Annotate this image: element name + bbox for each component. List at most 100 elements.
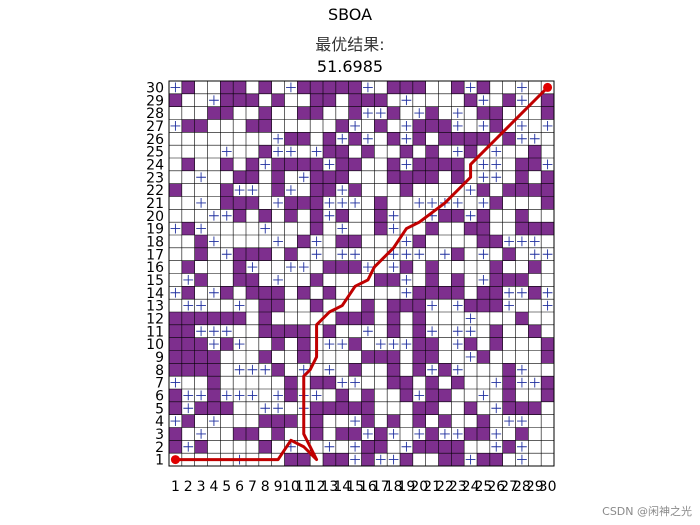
obstacle-cell [464, 401, 477, 415]
obstacle-cell [258, 119, 272, 133]
obstacle-cell [233, 273, 246, 287]
plus-marker [196, 300, 206, 311]
obstacle-cell [412, 119, 426, 133]
y-tick-label: 8 [155, 363, 164, 379]
plus-marker [247, 185, 258, 195]
obstacle-cell [400, 453, 413, 466]
x-tick-label: 15 [346, 479, 364, 495]
plus-marker [504, 236, 514, 247]
obstacle-cell [335, 453, 349, 466]
obstacle-cell [181, 414, 195, 428]
obstacle-cell [194, 312, 208, 325]
plus-marker [273, 146, 283, 157]
obstacle-cell [310, 376, 323, 389]
obstacle-cell [400, 260, 413, 274]
obstacle-cell [284, 389, 298, 402]
obstacle-cell [297, 196, 311, 210]
obstacle-cell [451, 286, 465, 300]
obstacle-cell [387, 324, 400, 338]
obstacle-cell [528, 158, 542, 171]
obstacle-cell [451, 81, 465, 94]
obstacle-cell [361, 401, 375, 415]
plus-marker [260, 223, 271, 234]
obstacle-cell [258, 350, 272, 364]
plus-marker [504, 416, 514, 426]
obstacle-cell [271, 414, 285, 428]
plus-marker [529, 133, 540, 144]
plus-marker [542, 159, 553, 170]
plus-marker [286, 185, 296, 195]
plus-marker [465, 185, 476, 195]
obstacle-cell [489, 119, 503, 133]
obstacle-cell [246, 247, 259, 261]
obstacle-cell [348, 427, 362, 441]
end-marker [543, 82, 553, 92]
obstacle-cell [323, 132, 336, 146]
obstacle-cell [348, 337, 362, 351]
obstacle-cell [181, 286, 195, 300]
plus-marker [196, 429, 206, 439]
obstacle-cell [438, 363, 452, 377]
obstacle-cell [258, 312, 272, 325]
obstacle-cell [233, 170, 246, 184]
obstacle-cell [207, 363, 221, 377]
plus-marker [517, 82, 527, 93]
obstacle-cell [412, 312, 426, 325]
y-tick-label: 21 [146, 196, 164, 212]
obstacle-cell [541, 93, 554, 107]
obstacle-cell [335, 158, 349, 171]
x-tick-label: 22 [436, 479, 454, 495]
obstacle-cell [451, 158, 465, 171]
obstacle-cell [502, 183, 516, 197]
obstacle-cell [348, 312, 362, 325]
chart-title: SBOA [327, 5, 373, 24]
obstacle-cell [387, 106, 400, 120]
obstacle-cell [438, 414, 452, 428]
plus-marker [542, 287, 553, 298]
obstacle-cell [387, 158, 400, 171]
plus-marker [311, 249, 322, 260]
plus-marker [375, 108, 386, 118]
obstacle-cell [451, 247, 465, 261]
obstacle-cell [233, 81, 246, 94]
obstacle-cell [323, 260, 336, 274]
plus-marker [388, 249, 399, 260]
obstacle-cell [310, 299, 323, 312]
obstacle-cell [425, 260, 439, 274]
start-marker [170, 455, 180, 465]
y-tick-label: 23 [146, 170, 164, 186]
x-tick-label: 13 [321, 479, 339, 495]
plus-marker [234, 339, 245, 349]
obstacle-cell [528, 222, 542, 235]
plus-marker [401, 236, 412, 247]
obstacle-cell [425, 106, 439, 120]
obstacle-cell [194, 247, 208, 261]
obstacle-cell [477, 235, 490, 248]
obstacle-cell [233, 427, 246, 441]
obstacle-cell [284, 324, 298, 338]
obstacle-cell [181, 350, 195, 364]
obstacle-cell [335, 209, 349, 223]
obstacle-cell [489, 286, 503, 300]
plus-marker [273, 275, 283, 285]
plus-marker [209, 339, 219, 349]
plus-marker [196, 198, 206, 208]
obstacle-cell [502, 376, 516, 389]
plus-marker [452, 108, 463, 118]
obstacle-cell [335, 145, 349, 158]
plus-marker [298, 172, 309, 183]
obstacle-cell [412, 401, 426, 415]
obstacle-cell [412, 170, 426, 184]
obstacle-cell [451, 132, 465, 146]
y-tick-label: 1 [155, 453, 164, 469]
obstacle-cell [335, 235, 349, 248]
obstacle-cell [515, 158, 529, 171]
obstacle-cell [374, 222, 388, 235]
obstacle-cell [412, 286, 426, 300]
obstacle-cell [387, 299, 400, 312]
plus-marker [440, 249, 450, 260]
x-tick-label: 2 [184, 479, 193, 495]
plus-marker [517, 364, 527, 375]
plus-marker [465, 326, 476, 337]
obstacle-cell [464, 337, 477, 351]
